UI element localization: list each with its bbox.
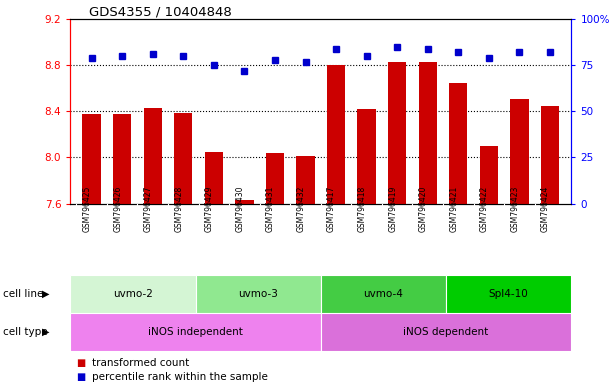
Bar: [82, 114, 101, 204]
Text: ▶: ▶: [42, 327, 49, 337]
Bar: [296, 156, 315, 204]
Text: uvmo-2: uvmo-2: [113, 289, 153, 299]
Text: ▶: ▶: [42, 289, 49, 299]
Text: GSM796432: GSM796432: [296, 186, 306, 232]
Bar: [327, 65, 345, 204]
Bar: [321, 275, 446, 313]
Bar: [446, 275, 571, 313]
Text: GSM796422: GSM796422: [480, 186, 489, 232]
Text: GSM796427: GSM796427: [144, 186, 153, 232]
Bar: [480, 146, 498, 204]
Text: ■: ■: [76, 372, 86, 382]
Text: GSM796419: GSM796419: [388, 186, 397, 232]
Text: iNOS dependent: iNOS dependent: [403, 327, 489, 337]
Text: GSM796424: GSM796424: [541, 186, 550, 232]
Bar: [144, 108, 162, 204]
Text: uvmo-4: uvmo-4: [364, 289, 403, 299]
Text: GSM796423: GSM796423: [510, 186, 519, 232]
Text: GSM796417: GSM796417: [327, 186, 336, 232]
Text: ■: ■: [76, 358, 86, 368]
Bar: [113, 114, 131, 204]
Bar: [235, 200, 254, 204]
Bar: [541, 106, 559, 204]
Text: GSM796421: GSM796421: [449, 186, 458, 232]
Text: cell line: cell line: [3, 289, 43, 299]
Bar: [266, 153, 284, 204]
Text: GSM796426: GSM796426: [113, 186, 122, 232]
Text: transformed count: transformed count: [92, 358, 189, 368]
Bar: [321, 313, 571, 351]
Text: percentile rank within the sample: percentile rank within the sample: [92, 372, 268, 382]
Text: GSM796418: GSM796418: [357, 186, 367, 232]
Text: Spl4-10: Spl4-10: [489, 289, 529, 299]
Bar: [357, 109, 376, 204]
Text: GSM796428: GSM796428: [174, 186, 183, 232]
Text: cell type: cell type: [3, 327, 48, 337]
Bar: [196, 275, 321, 313]
Bar: [449, 83, 467, 204]
Bar: [510, 99, 529, 204]
Text: GDS4355 / 10404848: GDS4355 / 10404848: [89, 6, 232, 19]
Text: GSM796431: GSM796431: [266, 186, 275, 232]
Bar: [70, 313, 321, 351]
Text: iNOS independent: iNOS independent: [148, 327, 243, 337]
Text: uvmo-3: uvmo-3: [238, 289, 278, 299]
Bar: [70, 275, 196, 313]
Bar: [388, 62, 406, 204]
Bar: [419, 62, 437, 204]
Text: GSM796420: GSM796420: [419, 186, 428, 232]
Text: GSM796425: GSM796425: [82, 186, 92, 232]
Text: GSM796429: GSM796429: [205, 186, 214, 232]
Text: GSM796430: GSM796430: [235, 186, 244, 232]
Bar: [174, 113, 192, 204]
Bar: [205, 152, 223, 204]
